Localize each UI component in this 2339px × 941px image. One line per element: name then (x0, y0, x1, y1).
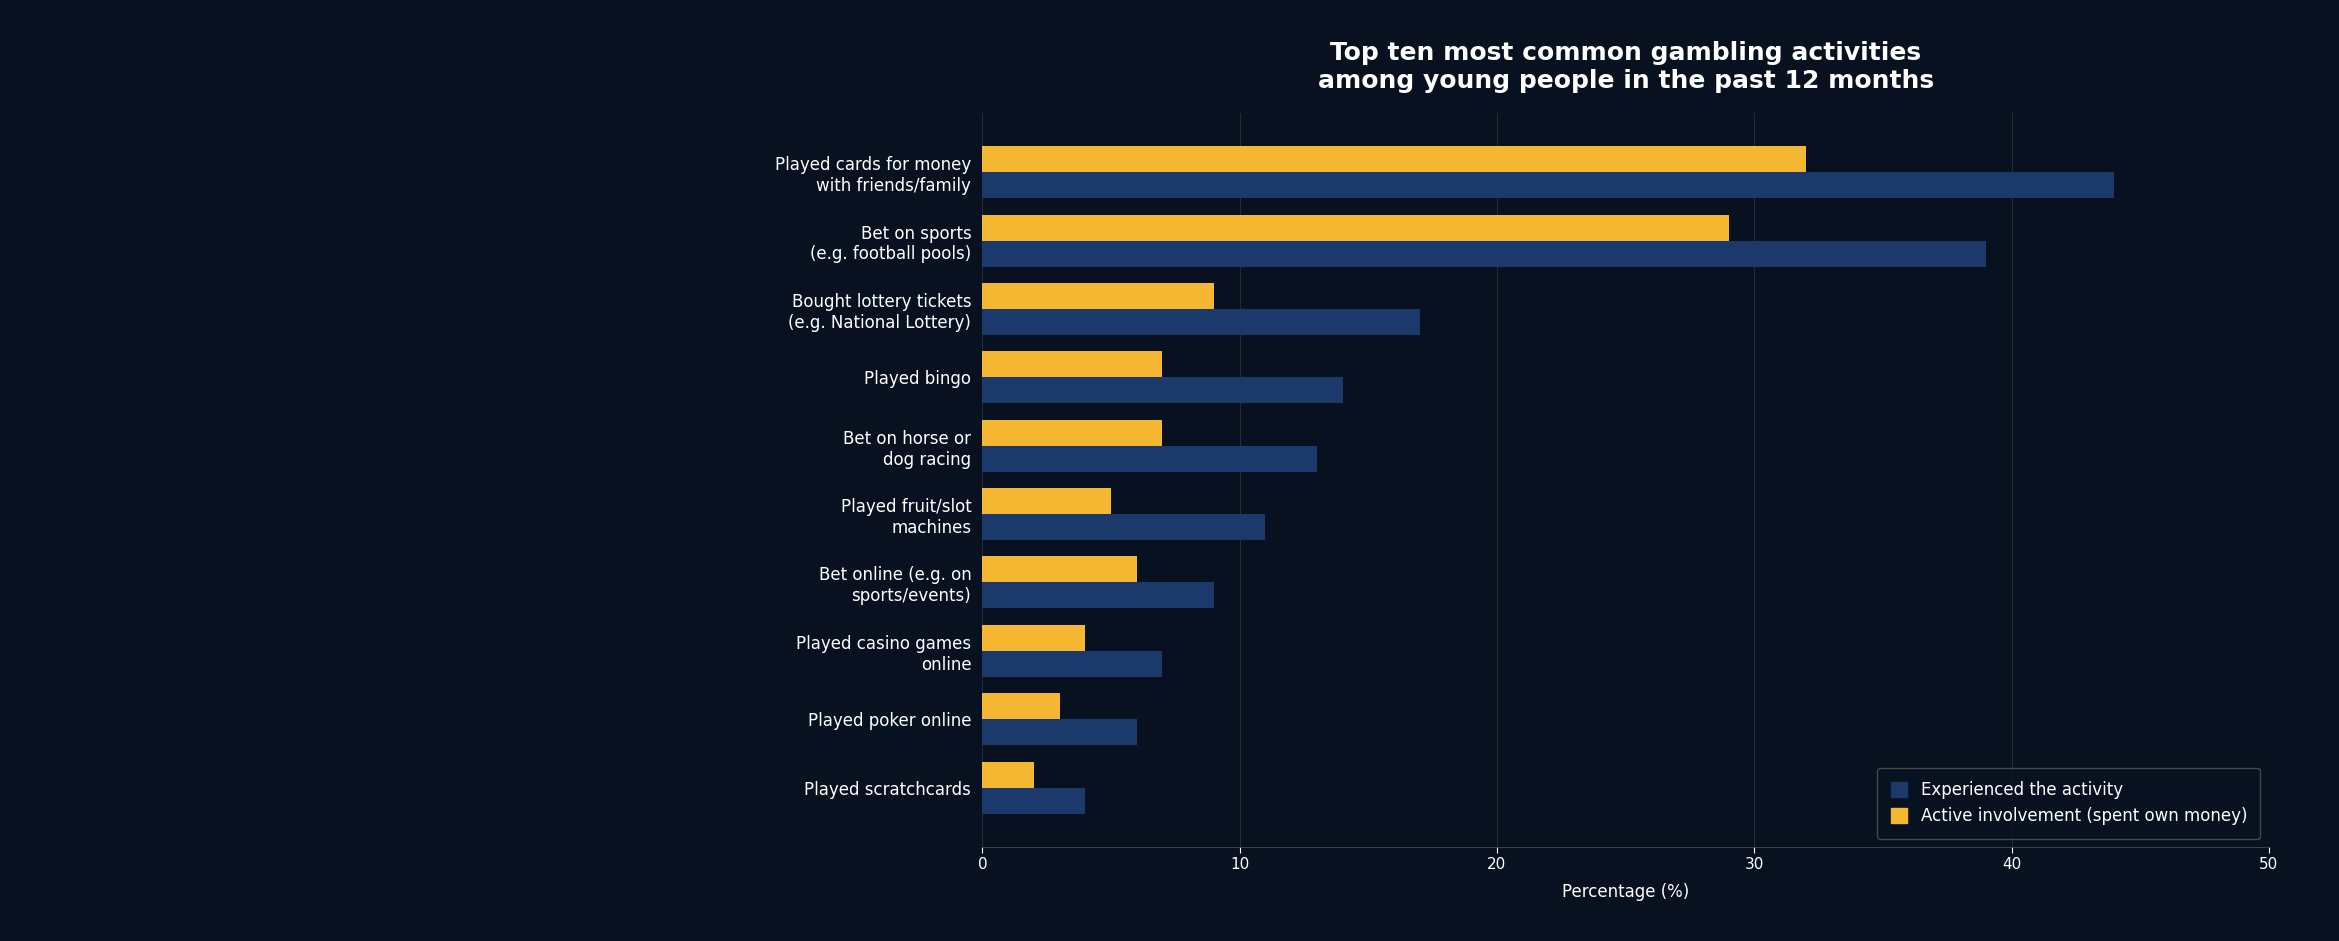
Bar (982, 488, 1111, 514)
Bar (982, 215, 1729, 241)
Bar (982, 420, 1162, 446)
Bar (982, 446, 1317, 471)
Bar (982, 351, 1162, 377)
Bar (982, 582, 1214, 609)
X-axis label: Percentage (%): Percentage (%) (1562, 884, 1689, 901)
Bar (982, 172, 2114, 199)
Bar (982, 651, 1162, 677)
Bar (982, 146, 1806, 172)
Bar (982, 625, 1085, 651)
Bar (982, 788, 1085, 814)
Title: Top ten most common gambling activities
among young people in the past 12 months: Top ten most common gambling activities … (1317, 41, 1934, 93)
Legend: Experienced the activity, Active involvement (spent own money): Experienced the activity, Active involve… (1878, 768, 2259, 838)
Bar (982, 283, 1214, 309)
Bar (982, 556, 1137, 582)
Bar (982, 694, 1060, 719)
Bar (982, 719, 1137, 745)
Bar (982, 309, 1420, 335)
Bar (982, 241, 1986, 266)
Bar (982, 761, 1034, 788)
Bar (982, 514, 1265, 540)
Bar (982, 377, 1343, 404)
